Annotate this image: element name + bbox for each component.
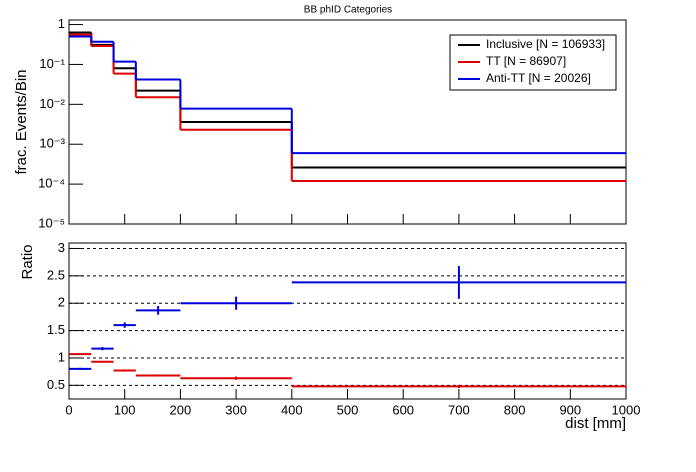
y-tick-label: 10⁻³	[39, 136, 65, 151]
x-tick-label: 400	[281, 402, 303, 417]
y-axis-label: Ratio	[19, 244, 36, 279]
x-tick-label: 100	[114, 402, 136, 417]
x-tick-label: 900	[559, 402, 581, 417]
x-tick-label: 0	[65, 402, 72, 417]
y-tick-label: 2	[58, 295, 65, 310]
x-tick-label: 600	[392, 402, 414, 417]
y-tick-label: 1	[58, 349, 65, 364]
chart-title: BB phID Categories	[304, 5, 392, 16]
x-tick-label: 700	[448, 402, 470, 417]
x-tick-label: 1000	[612, 402, 641, 417]
y-axis-label: frac. Events/Bin	[13, 69, 30, 174]
y-tick-label: 2.5	[47, 267, 65, 282]
x-axis-label: dist [mm]	[565, 415, 626, 432]
legend-label: Inclusive [N = 106933]	[486, 37, 605, 51]
x-tick-label: 200	[170, 402, 192, 417]
y-tick-label: 0.5	[47, 377, 65, 392]
x-tick-label: 800	[504, 402, 526, 417]
y-tick-label: 1	[58, 16, 65, 31]
legend-label: TT [N = 86907]	[486, 54, 566, 68]
y-tick-label: 1.5	[47, 322, 65, 337]
y-tick-label: 3	[58, 240, 65, 255]
x-tick-label: 500	[337, 402, 359, 417]
y-tick-label: 10⁻¹	[39, 56, 65, 71]
legend-label: Anti-TT [N = 20026]	[486, 71, 591, 85]
y-tick-label: 10⁻⁴	[38, 176, 65, 191]
y-tick-label: 10⁻²	[39, 96, 65, 111]
x-tick-label: 300	[225, 402, 247, 417]
y-tick-label: 10⁻⁵	[38, 215, 65, 230]
